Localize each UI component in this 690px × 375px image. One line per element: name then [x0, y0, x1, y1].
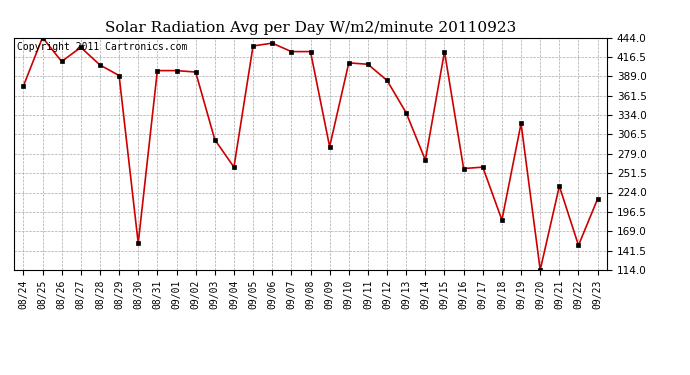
- Title: Solar Radiation Avg per Day W/m2/minute 20110923: Solar Radiation Avg per Day W/m2/minute …: [105, 21, 516, 35]
- Text: Copyright 2011 Cartronics.com: Copyright 2011 Cartronics.com: [17, 42, 187, 52]
